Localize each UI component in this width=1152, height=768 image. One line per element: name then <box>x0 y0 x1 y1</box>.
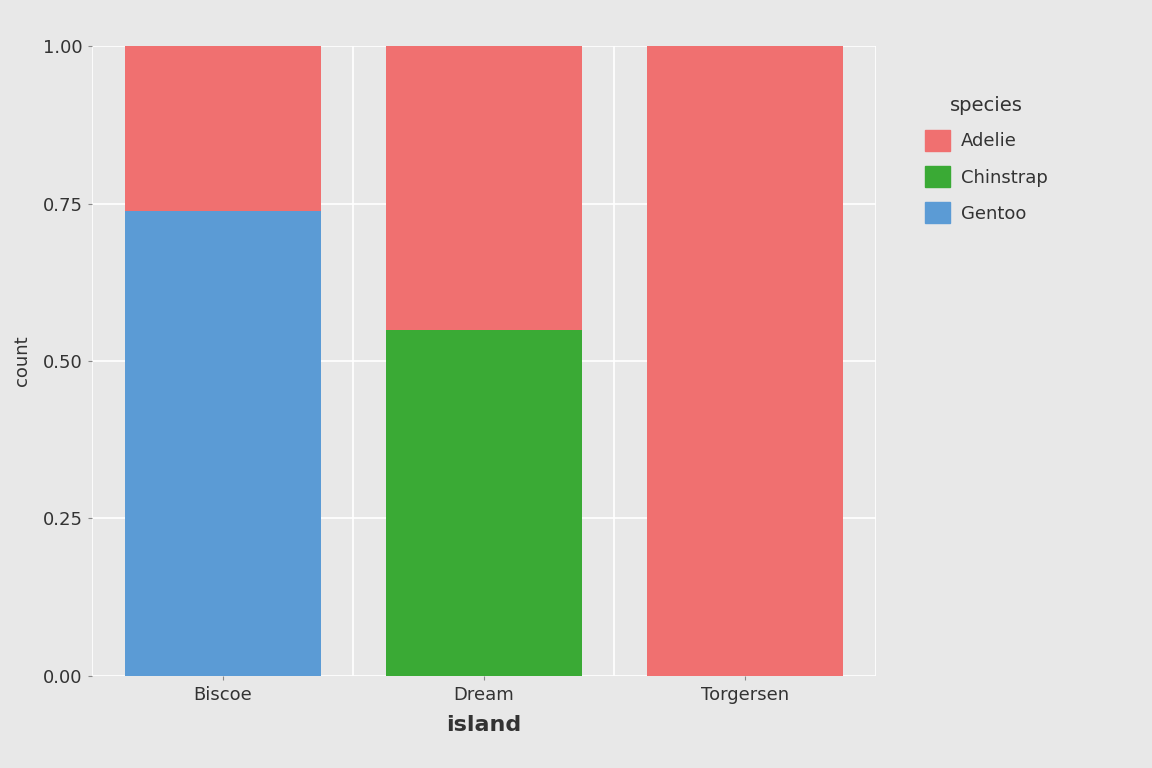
Bar <box>647 46 843 676</box>
Bar <box>386 330 582 676</box>
Legend: Adelie, Chinstrap, Gentoo: Adelie, Chinstrap, Gentoo <box>916 87 1056 232</box>
Bar <box>124 211 320 676</box>
X-axis label: island: island <box>446 715 522 735</box>
Y-axis label: count: count <box>14 336 31 386</box>
Bar <box>386 46 582 330</box>
Bar <box>124 46 320 211</box>
